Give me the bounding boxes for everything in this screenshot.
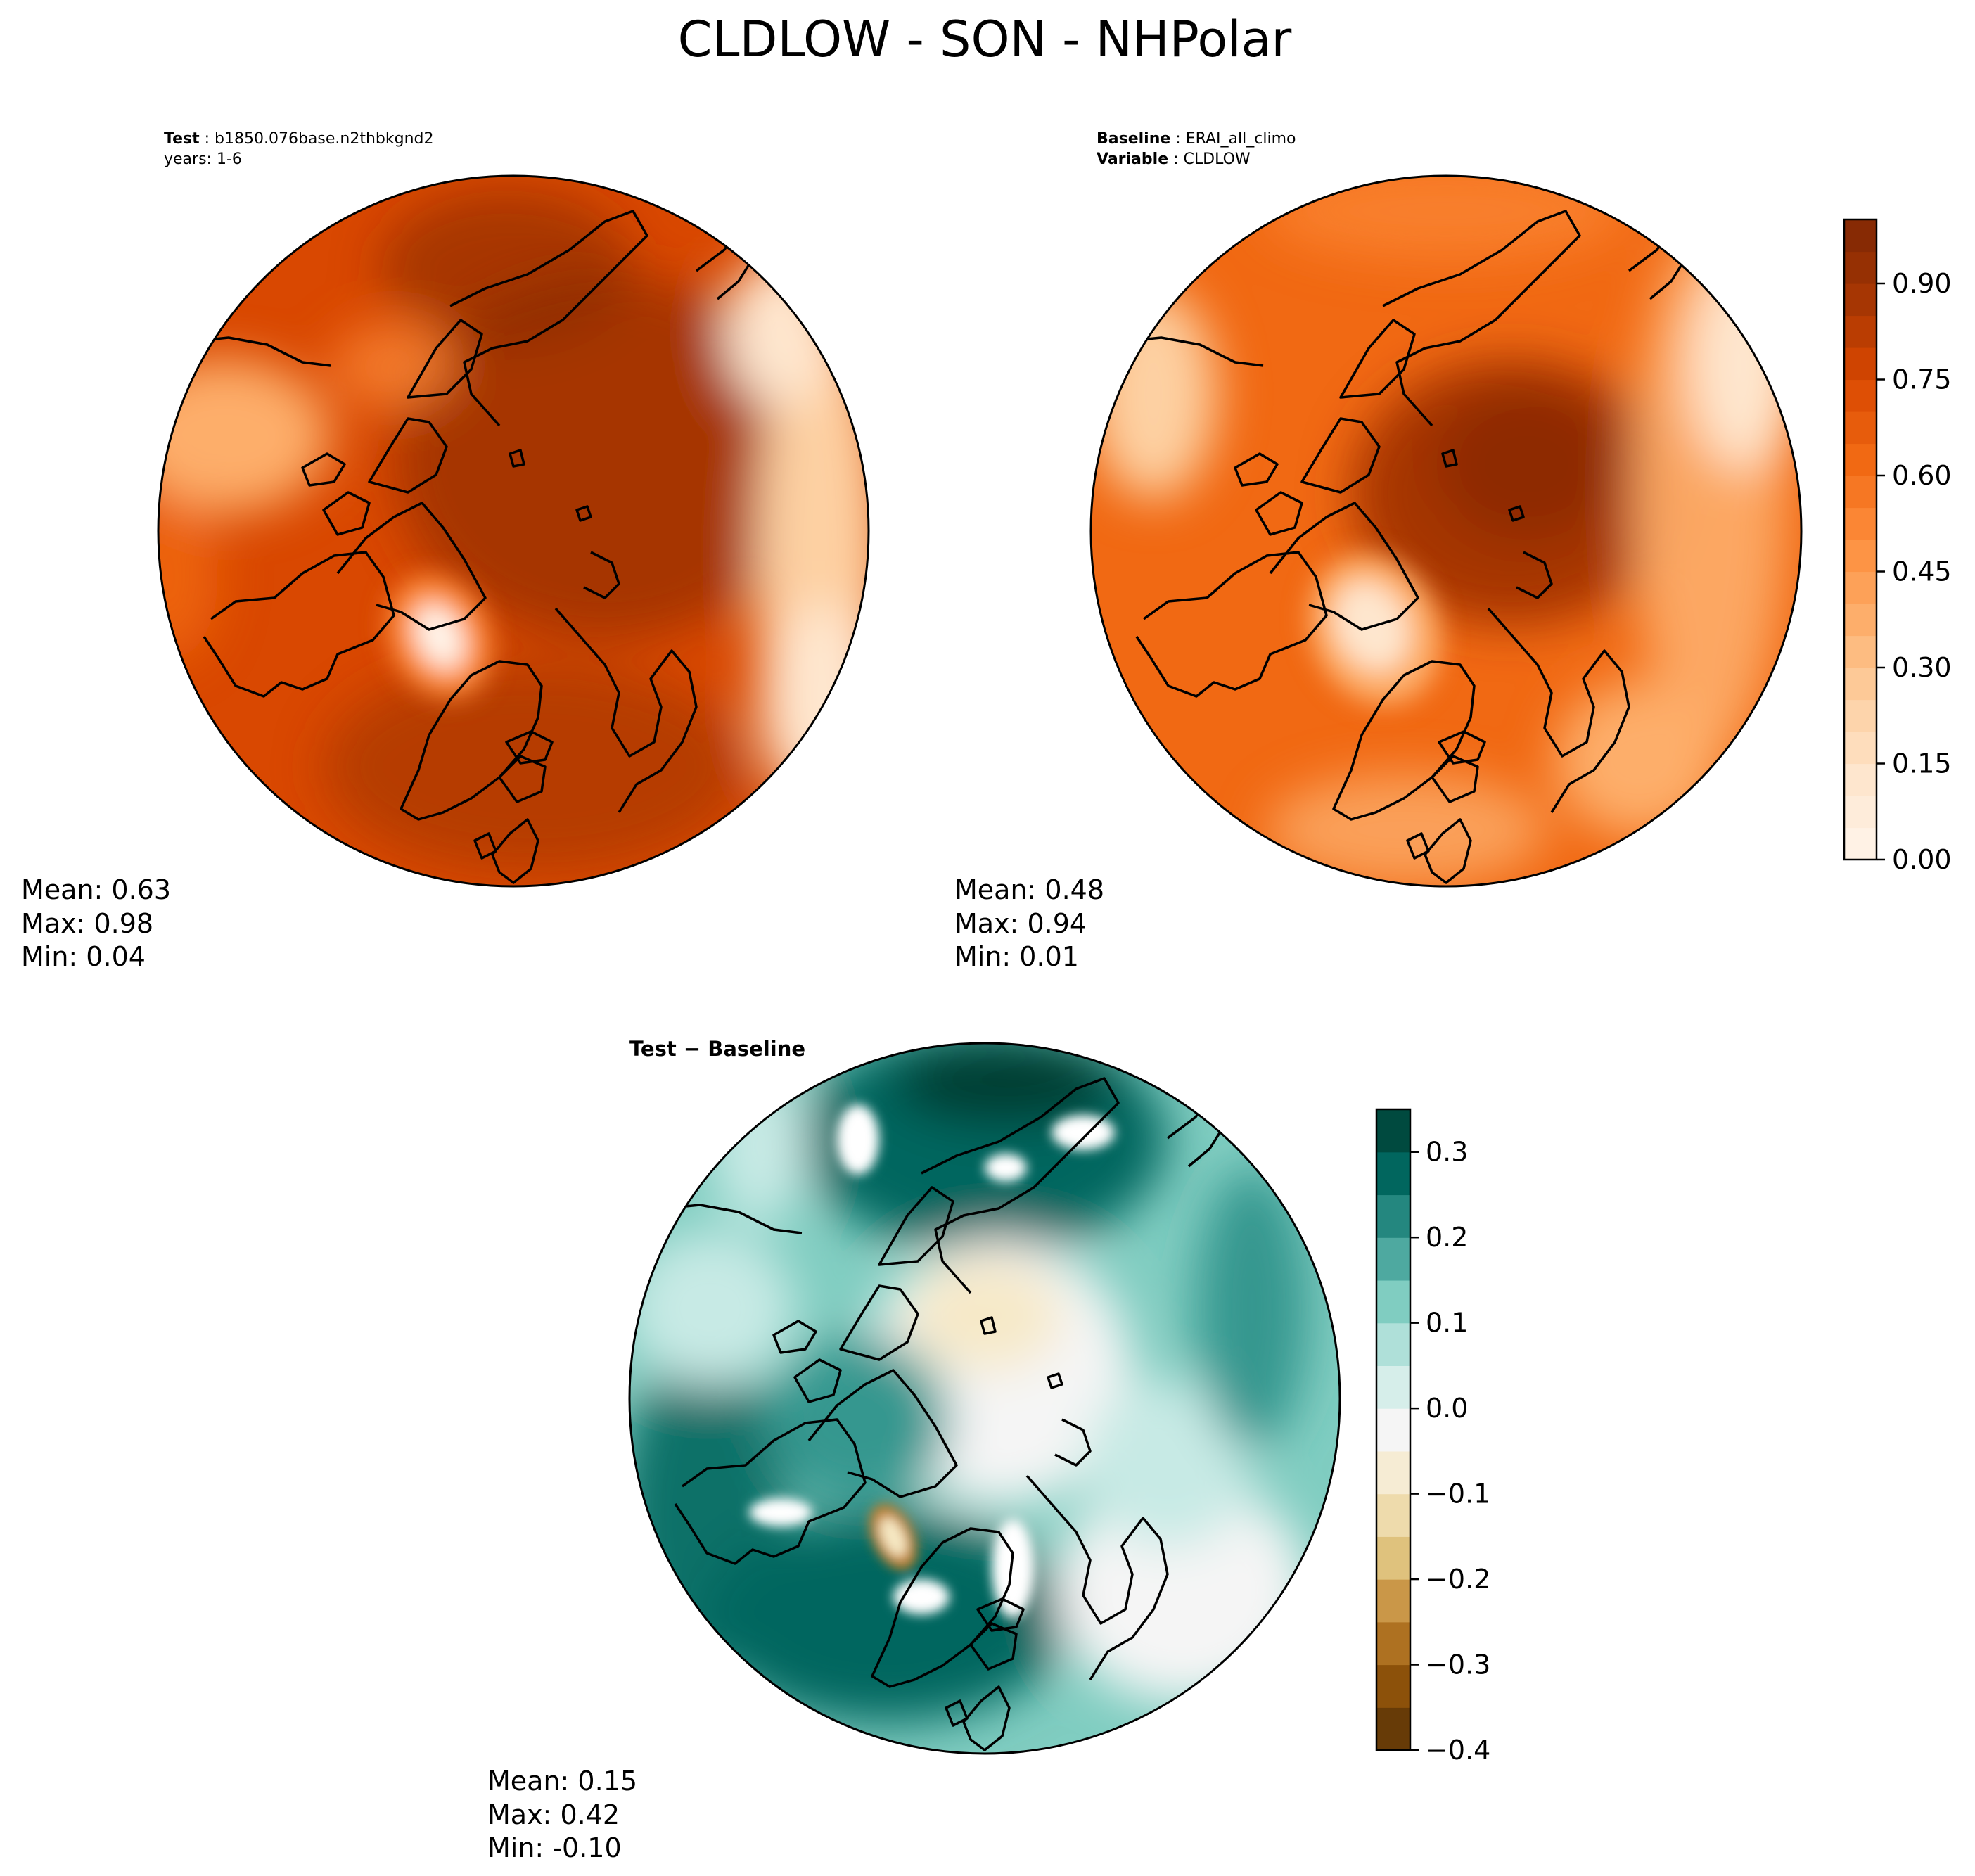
oranges-colorbar-tick-label: 0.00 [1892,844,1952,875]
brbg-colorbar-tick-label: 0.1 [1426,1308,1468,1339]
baseline-map [1091,176,1801,886]
baseline-colon: : [1170,130,1185,148]
diff-min: Min: -0.10 [487,1832,622,1863]
brbg-colorbar-level [1376,1365,1410,1409]
brbg-colorbar-tick-label: −0.2 [1426,1564,1490,1595]
panel-test: Test : b1850.076base.n2thbkgnd2 years: 1… [21,130,870,972]
brbg-colorbar-level [1376,1450,1410,1495]
oranges-colorbar-level [1844,699,1877,732]
baseline-map-boundary [1089,174,1803,888]
test-case: b1850.076base.n2thbkgnd2 [215,130,433,148]
test-map [158,176,869,886]
oranges-colorbar-level [1844,763,1877,796]
oranges-colorbar-level [1844,507,1877,540]
oranges-colorbar-tick-label: 0.75 [1892,364,1952,395]
oranges-colorbar-level [1844,283,1877,317]
brbg-colorbar-levels [1376,1109,1410,1751]
brbg-colorbar-level [1376,1151,1410,1196]
brbg-colorbar-tick-label: −0.3 [1426,1650,1490,1680]
brbg-colorbar-frame [1375,1108,1412,1751]
oranges-colorbar-ticks: 0.00 0.15 0.30 0.45 0.60 0.75 0.90 [1877,268,1952,875]
diff-title: Test − Baseline [629,1037,805,1061]
oranges-colorbar: 0.00 0.15 0.30 0.45 0.60 0.75 0.90 [1843,218,1952,875]
baseline-header-line1: Baseline : ERAI_all_climo [1097,130,1296,148]
oranges-colorbar-frame [1843,218,1878,861]
baseline-variable-label: Variable [1097,151,1168,168]
oranges-colorbar-level [1844,251,1877,284]
baseline-case: ERAI_all_climo [1186,130,1296,148]
oranges-colorbar-tick-label: 0.45 [1892,556,1952,587]
oranges-colorbar-level [1844,796,1877,829]
baseline-min: Min: 0.01 [954,941,1079,972]
oranges-colorbar-level [1844,219,1877,253]
oranges-colorbar-level [1844,604,1877,637]
diff-map [629,1043,1340,1754]
brbg-colorbar-level [1376,1194,1410,1238]
brbg-colorbar-level [1376,1493,1410,1537]
baseline-variable: CLDLOW [1184,151,1251,168]
oranges-colorbar-level [1844,732,1877,765]
oranges-colorbar-level [1844,411,1877,445]
baseline-colon-2: : [1168,151,1183,168]
brbg-colorbar-level [1376,1621,1410,1666]
oranges-colorbar-tick-label: 0.30 [1892,652,1952,683]
brbg-colorbar-tick-label: 0.2 [1426,1222,1468,1253]
test-max: Max: 0.98 [21,908,153,939]
brbg-colorbar-level [1376,1408,1410,1452]
oranges-colorbar-level [1844,827,1877,860]
test-label: Test [164,130,200,148]
baseline-mean: Mean: 0.48 [954,874,1104,905]
brbg-colorbar-level [1376,1707,1410,1751]
brbg-colorbar-level [1376,1237,1410,1281]
test-map-boundary [157,174,870,888]
oranges-colorbar-level [1844,315,1877,348]
brbg-colorbar: −0.4 −0.3 −0.2 −0.1 0.0 0.1 0.2 0.3 [1375,1108,1490,1766]
oranges-colorbar-level [1844,635,1877,668]
brbg-colorbar-ticks: −0.4 −0.3 −0.2 −0.1 0.0 0.1 0.2 0.3 [1410,1137,1490,1766]
oranges-colorbar-level [1844,571,1877,604]
diff-local-features [749,1104,1115,1618]
oranges-colorbar-tick-label: 0.90 [1892,268,1952,299]
oranges-colorbar-level [1844,668,1877,701]
oranges-colorbar-tick-label: 0.60 [1892,460,1952,491]
brbg-colorbar-tick-label: −0.4 [1426,1735,1490,1766]
oranges-colorbar-level [1844,443,1877,476]
diff-field-pattern [629,1043,1308,1723]
brbg-colorbar-tick-label: 0.0 [1426,1393,1468,1424]
oranges-colorbar-level [1844,540,1877,573]
brbg-colorbar-level [1376,1322,1410,1366]
brbg-colorbar-level [1376,1280,1410,1324]
panel-baseline: Baseline : ERAI_all_climo Variable : CLD… [954,130,1952,972]
brbg-colorbar-level [1376,1536,1410,1580]
brbg-colorbar-tick-label: 0.3 [1426,1137,1468,1168]
diff-mean: Mean: 0.15 [487,1766,637,1797]
oranges-colorbar-level [1844,347,1877,381]
brbg-colorbar-level [1376,1579,1410,1623]
oranges-colorbar-levels [1844,219,1877,860]
test-header-line1: Test : b1850.076base.n2thbkgnd2 [164,130,434,148]
diff-max: Max: 0.42 [487,1799,620,1830]
panel-diff: Test − Baseline [487,1037,1490,1863]
brbg-colorbar-level [1376,1109,1410,1153]
test-colon: : [200,130,215,148]
baseline-header-line2: Variable : CLDLOW [1097,151,1251,168]
oranges-colorbar-level [1844,476,1877,509]
test-min: Min: 0.04 [21,941,146,972]
baseline-max: Max: 0.94 [954,908,1087,939]
figure-title: CLDLOW - SON - NHPolar [678,11,1292,68]
diff-map-boundary [628,1042,1341,1755]
oranges-colorbar-tick-label: 0.15 [1892,748,1952,779]
test-greenland-field [388,575,492,698]
test-years: years: 1-6 [164,151,242,168]
oranges-colorbar-level [1844,379,1877,412]
brbg-colorbar-level [1376,1664,1410,1708]
test-mean: Mean: 0.63 [21,874,171,905]
brbg-colorbar-tick-label: −0.1 [1426,1479,1490,1510]
baseline-label: Baseline [1097,130,1170,148]
